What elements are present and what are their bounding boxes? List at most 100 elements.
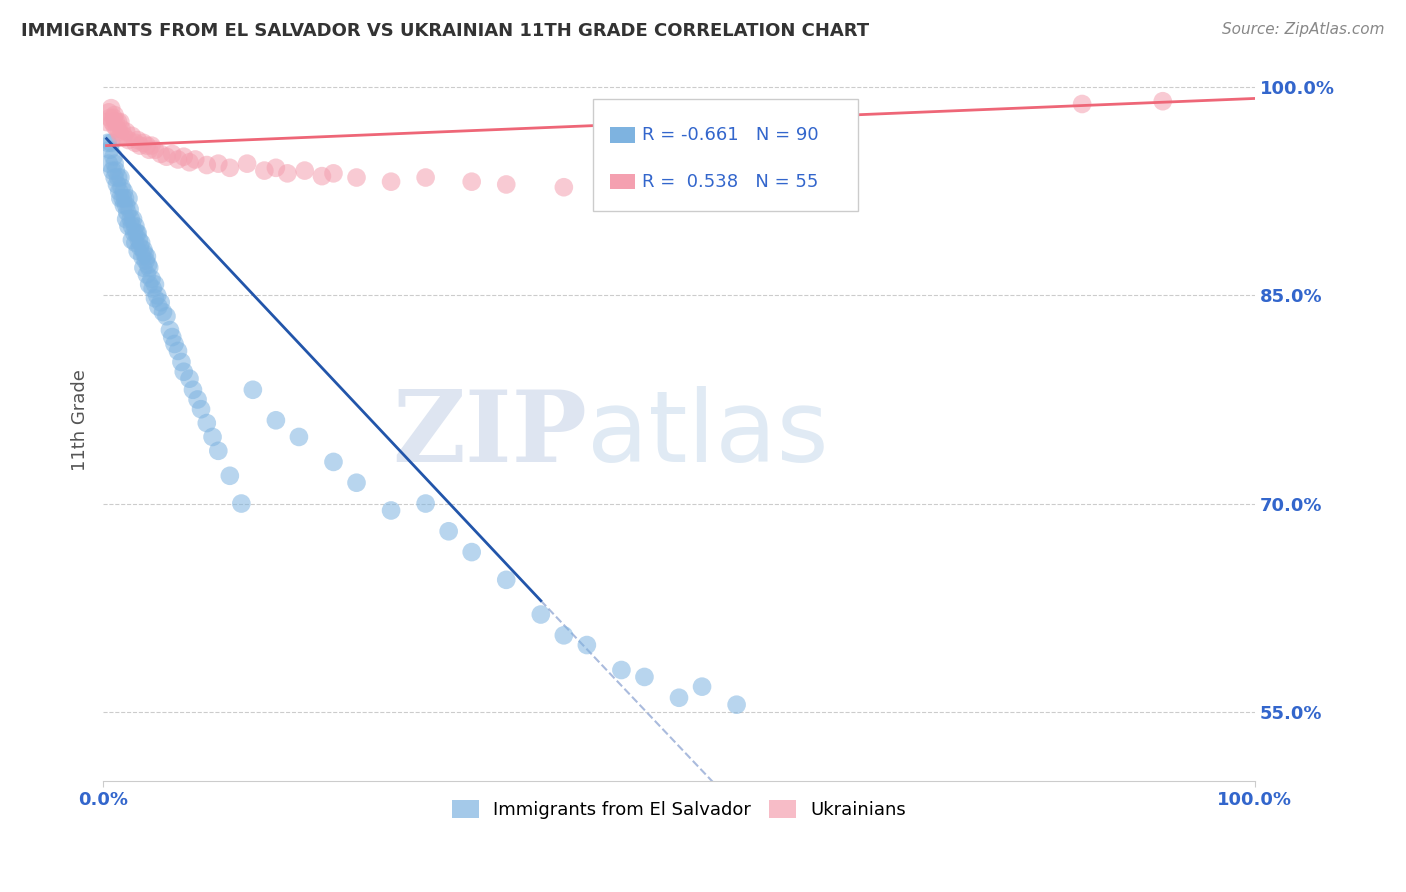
Point: [276, 166, 298, 180]
Point: [135, 268, 157, 282]
Point: [124, 136, 146, 150]
Point: [122, 226, 145, 240]
Point: [633, 670, 655, 684]
Point: [148, 300, 170, 314]
Point: [141, 138, 163, 153]
Point: [97, 136, 120, 150]
Text: ZIP: ZIP: [392, 386, 586, 483]
Point: [553, 628, 575, 642]
Point: [218, 161, 240, 175]
Point: [104, 170, 127, 185]
Point: [380, 503, 402, 517]
Text: R =  0.538   N = 55: R = 0.538 N = 55: [643, 172, 818, 191]
Point: [184, 153, 207, 167]
Point: [264, 161, 287, 175]
Point: [121, 233, 143, 247]
Point: [110, 180, 132, 194]
Point: [100, 136, 122, 150]
Point: [104, 115, 127, 129]
Point: [149, 295, 172, 310]
Point: [96, 115, 118, 129]
Point: [108, 125, 131, 139]
Point: [201, 430, 224, 444]
Point: [115, 198, 138, 212]
Text: R = -0.661   N = 90: R = -0.661 N = 90: [643, 126, 818, 144]
Point: [97, 156, 120, 170]
Point: [179, 372, 201, 386]
Point: [152, 305, 174, 319]
Point: [124, 235, 146, 250]
Point: [1071, 97, 1094, 112]
Point: [242, 383, 264, 397]
Point: [346, 475, 368, 490]
Point: [135, 250, 157, 264]
Point: [155, 310, 177, 324]
Point: [190, 402, 212, 417]
Point: [575, 638, 598, 652]
Point: [170, 355, 193, 369]
Point: [132, 260, 155, 275]
Point: [146, 288, 169, 302]
Point: [117, 205, 139, 219]
Point: [1152, 94, 1174, 108]
Point: [112, 185, 135, 199]
Point: [264, 413, 287, 427]
Point: [668, 188, 690, 202]
Point: [380, 175, 402, 189]
Point: [437, 524, 460, 539]
Point: [101, 115, 124, 129]
Point: [132, 243, 155, 257]
Point: [207, 443, 229, 458]
Point: [134, 247, 156, 261]
Point: [690, 680, 713, 694]
Point: [117, 191, 139, 205]
Point: [167, 343, 190, 358]
Point: [104, 119, 127, 133]
Point: [163, 337, 186, 351]
Point: [127, 244, 149, 258]
Point: [173, 365, 195, 379]
Point: [181, 383, 204, 397]
Point: [138, 260, 160, 275]
Point: [120, 212, 142, 227]
Point: [236, 156, 259, 170]
Point: [179, 155, 201, 169]
Point: [460, 175, 482, 189]
Point: [143, 143, 166, 157]
Point: [149, 147, 172, 161]
Point: [668, 690, 690, 705]
Point: [127, 226, 149, 240]
Text: atlas: atlas: [586, 386, 828, 483]
Point: [107, 115, 129, 129]
Point: [128, 233, 150, 247]
Point: [115, 212, 138, 227]
Point: [100, 101, 122, 115]
Legend: Immigrants from El Salvador, Ukrainians: Immigrants from El Salvador, Ukrainians: [444, 792, 914, 826]
Point: [135, 253, 157, 268]
Point: [124, 219, 146, 233]
Point: [346, 170, 368, 185]
Point: [553, 180, 575, 194]
Point: [610, 185, 633, 199]
Point: [121, 219, 143, 233]
Point: [112, 128, 135, 143]
Point: [195, 158, 218, 172]
Point: [121, 128, 143, 143]
Point: [122, 212, 145, 227]
Point: [322, 455, 344, 469]
Point: [110, 191, 132, 205]
Point: [125, 226, 148, 240]
Point: [136, 258, 159, 272]
Point: [129, 138, 152, 153]
Point: [138, 143, 160, 157]
Point: [129, 235, 152, 250]
Point: [117, 133, 139, 147]
Point: [142, 281, 165, 295]
Point: [118, 202, 141, 217]
Point: [107, 170, 129, 185]
Point: [195, 416, 218, 430]
Point: [141, 272, 163, 286]
Point: [218, 468, 240, 483]
Point: [143, 277, 166, 292]
Point: [105, 178, 128, 192]
